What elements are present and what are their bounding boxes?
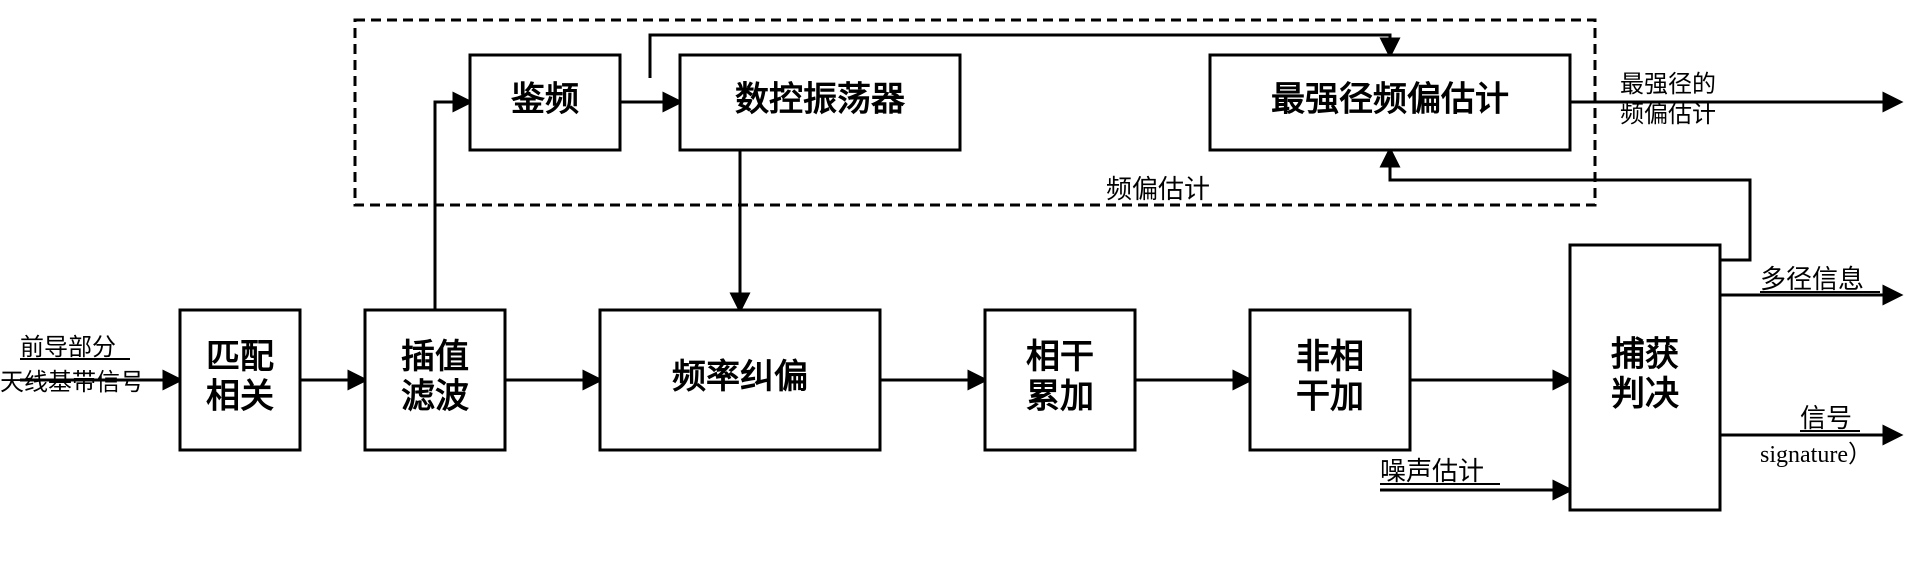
node-coh_acc-label-1: 累加 <box>1026 377 1094 415</box>
node-match_corr: 匹配相关 <box>180 310 300 450</box>
node-interp-label-0: 插值 <box>401 338 469 376</box>
node-match_corr-label-0: 匹配 <box>206 339 274 376</box>
node-capture-label-0: 捕获 <box>1611 336 1679 374</box>
label-out2: 多径信息 <box>1760 265 1864 294</box>
node-freq_corr: 频率纠偏 <box>600 310 880 450</box>
node-interp: 插值滤波 <box>365 310 505 450</box>
label-noise: 噪声估计 <box>1380 457 1484 486</box>
label-input_l2: 天线基带信号 <box>0 369 144 396</box>
node-coh_acc: 相干累加 <box>985 310 1135 450</box>
node-freq_disc-label-0: 鉴频 <box>510 80 579 118</box>
label-out3_l2: signature） <box>1760 442 1872 468</box>
node-coh_acc-label-0: 相干 <box>1026 338 1094 376</box>
node-match_corr-label-1: 相关 <box>206 377 274 415</box>
label-input_l1: 前导部分 <box>20 334 116 361</box>
nodes-layer: 匹配相关插值滤波鉴频数控振荡器最强径频偏估计频率纠偏相干累加非相干加捕获判决 <box>180 55 1720 510</box>
node-nco-label-0: 数控振荡器 <box>735 80 906 118</box>
label-out3_l1: 信号 <box>1800 404 1852 433</box>
node-freq_corr-label-0: 频率纠偏 <box>672 358 808 396</box>
node-capture-label-1: 判决 <box>1611 375 1679 413</box>
node-noncoh-label-1: 干加 <box>1296 377 1364 415</box>
node-strong_est: 最强径频偏估计 <box>1210 55 1570 150</box>
freq-estimation-region-label: 频偏估计 <box>1106 175 1210 204</box>
label-out1_l2: 频偏估计 <box>1620 101 1716 128</box>
node-strong_est-label-0: 最强径频偏估计 <box>1271 80 1509 118</box>
node-freq_disc: 鉴频 <box>470 55 620 150</box>
node-capture: 捕获判决 <box>1570 245 1720 510</box>
label-out1_l1: 最强径的 <box>1620 71 1716 98</box>
node-noncoh: 非相干加 <box>1250 310 1410 450</box>
node-noncoh-label-0: 非相 <box>1296 338 1364 376</box>
node-interp-label-1: 滤波 <box>401 377 469 415</box>
node-nco: 数控振荡器 <box>680 55 960 150</box>
